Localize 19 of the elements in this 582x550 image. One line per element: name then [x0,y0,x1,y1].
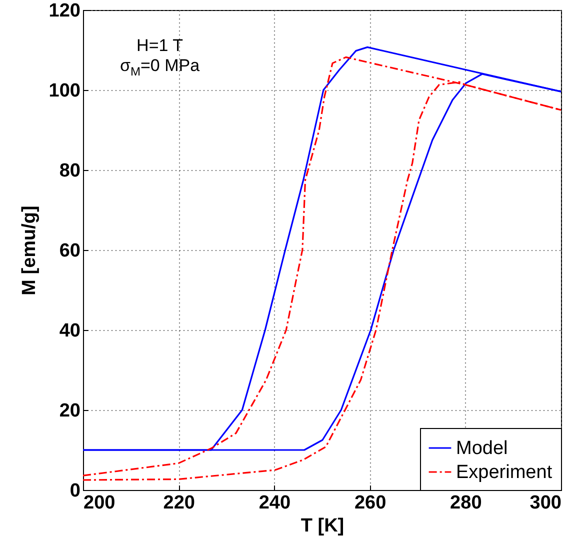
y-tick-label: 40 [59,320,80,342]
annotation: σ$_{M}$=0 MPa [120,56,200,80]
x-tick-label: 240 [258,492,291,514]
y-tick-label: 120 [48,0,80,22]
x-axis-title: T [K] [300,516,344,536]
x-tick-label: 280 [450,492,482,514]
x-tick-label: 300 [530,492,562,514]
x-tick-label: 200 [84,492,116,514]
y-tick-label: 80 [59,160,80,182]
annotation: H=1 T [136,36,184,56]
y-axis-title: M [emu/g] [18,206,40,296]
y-tick-label: 60 [59,240,80,262]
legend-label: Model [456,438,508,459]
y-tick-label: 20 [59,400,80,422]
x-tick-label: 260 [354,492,386,514]
y-tick-label: 100 [48,80,80,102]
y-tick-label: 0 [70,480,80,502]
legend-label: Experiment [456,462,553,483]
x-tick-label: 220 [163,492,195,514]
